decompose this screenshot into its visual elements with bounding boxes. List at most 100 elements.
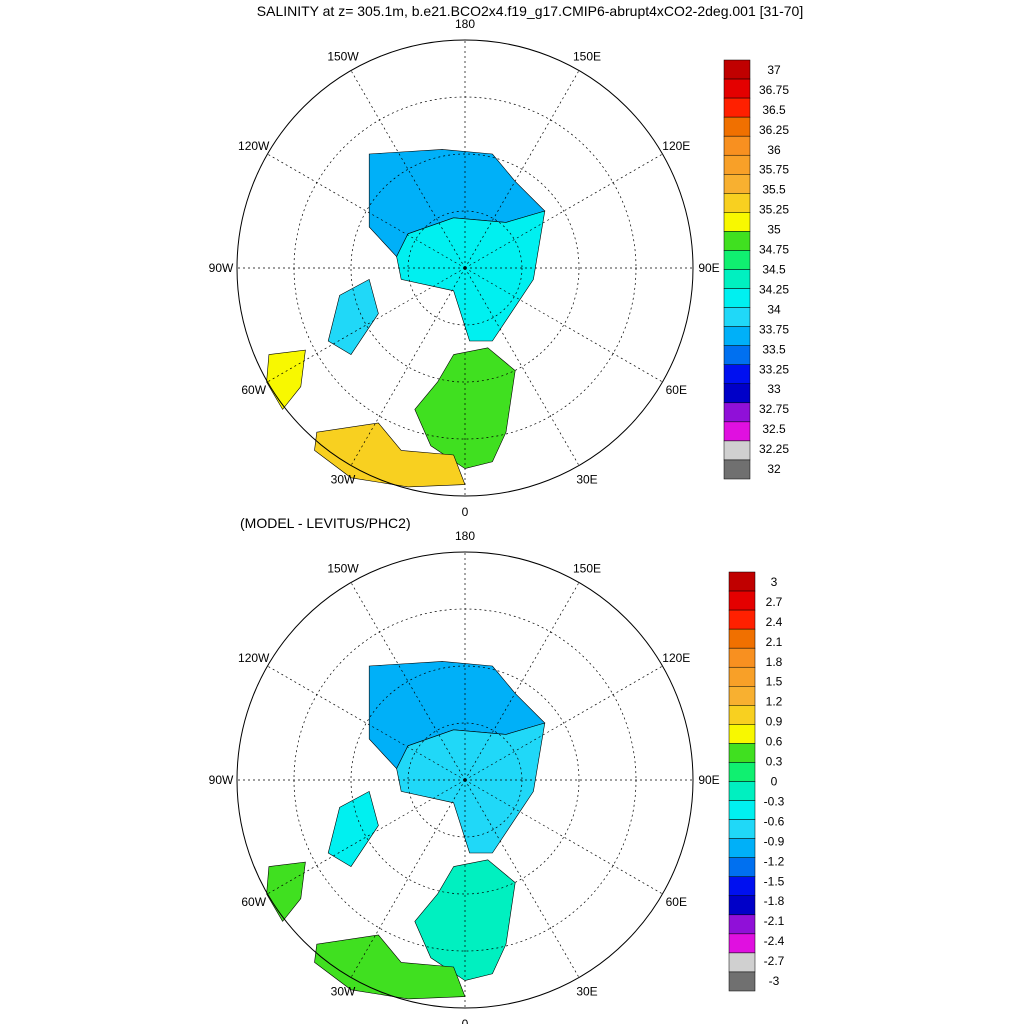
colorbar-label: 3 [771, 575, 778, 589]
colorbar-swatch [728, 590, 756, 611]
colorbar-swatch [728, 857, 756, 877]
colorbar-swatch [723, 174, 751, 194]
colorbar-label: -1.5 [764, 874, 785, 888]
colorbar-label: -0.9 [764, 834, 785, 848]
colorbar-label: 1.5 [766, 675, 783, 689]
colorbar-swatch [728, 933, 756, 954]
lon-label: 30W [331, 984, 356, 998]
colorbar-swatch [723, 440, 751, 461]
colorbar-label: 34.25 [759, 283, 789, 297]
colorbar-label: 33 [767, 382, 781, 396]
colorbar-label: 0.9 [766, 715, 783, 729]
lon-label: 120W [238, 139, 270, 153]
colorbar-swatch [728, 705, 756, 725]
lon-label: 60E [666, 895, 687, 909]
colorbar-label: 1.8 [766, 655, 783, 669]
region-baffin-bay [327, 278, 379, 356]
colorbar-swatch [723, 97, 751, 118]
colorbar-swatch [723, 250, 751, 270]
map-outline [236, 39, 694, 497]
map-outline [236, 551, 694, 1009]
colorbar-label: 2.4 [766, 615, 783, 629]
colorbar-label: 33.75 [759, 322, 789, 336]
colorbar-label: 36.75 [759, 83, 789, 97]
colorbar-swatch [728, 666, 756, 687]
panel-salinity: 180 150E 120E 90E 60E 30E 0 30W 60W 90W 120W 150W 37… [209, 17, 790, 519]
colorbar-swatch [723, 383, 751, 404]
lon-label: 150W [327, 50, 359, 64]
meridian [464, 267, 663, 383]
colorbar-swatch [723, 307, 751, 327]
meridian [464, 70, 580, 269]
colorbar-swatch [728, 724, 756, 744]
panel-difference: 180 150E 120E 90E 60E 30E 0 30W 60W 90W 120W 150W 3 2… [209, 529, 785, 1024]
colorbar-swatch [728, 914, 756, 935]
lon-label: 0 [462, 505, 469, 519]
lon-label: 60E [666, 383, 687, 397]
colorbar-label: 37 [767, 63, 781, 77]
region-eurasian-basin [396, 722, 546, 854]
lon-label: 90W [209, 773, 234, 787]
colorbar-label: 34.75 [759, 243, 789, 257]
lon-label: 120W [238, 651, 270, 665]
colorbar-label: -0.3 [764, 795, 785, 809]
colorbar-label: 32 [767, 462, 781, 476]
colorbar-label: 0 [771, 775, 778, 789]
region-labrador-sea [266, 349, 306, 410]
colorbar-label: 2.7 [766, 595, 783, 609]
region-baffin-bay [327, 790, 379, 868]
colorbar-swatch [728, 876, 756, 897]
colorbar-swatch [728, 971, 756, 992]
colorbar-label: 1.2 [766, 695, 783, 709]
colorbar-swatch [723, 326, 751, 346]
region-eurasian-basin [396, 210, 546, 342]
lon-label: 90E [698, 261, 719, 275]
colorbar-label: 36.5 [762, 103, 786, 117]
colorbar-swatch [728, 781, 756, 801]
colorbar-swatch [728, 686, 756, 706]
colorbar-swatch [723, 116, 751, 137]
colorbar-swatch [728, 952, 756, 973]
lon-label: 30W [331, 472, 356, 486]
colorbar-swatch [728, 609, 756, 630]
colorbar-swatch [723, 459, 751, 480]
colorbar-swatch [723, 78, 751, 99]
colorbar-label: 32.75 [759, 402, 789, 416]
lon-label: 150E [573, 562, 601, 576]
meridian [464, 153, 663, 269]
colorbar-swatch [723, 345, 751, 365]
lon-label: 150E [573, 50, 601, 64]
lon-label: 180 [455, 17, 475, 31]
colorbar-swatch [723, 59, 751, 80]
colorbar-swatch [723, 421, 751, 442]
meridian [267, 153, 466, 269]
colorbar-label: 0.3 [766, 755, 783, 769]
meridian [267, 779, 466, 895]
colorbar-swatch [723, 402, 751, 423]
colorbar-label: 36 [767, 143, 781, 157]
lon-label: 60W [241, 383, 266, 397]
colorbar-label: 36.25 [759, 123, 789, 137]
colorbar-swatch [728, 571, 756, 592]
colorbar-swatch [728, 762, 756, 782]
colorbar-label: 34 [767, 302, 781, 316]
colorbar-label: -0.6 [764, 814, 785, 828]
lat-circle [350, 153, 580, 383]
colorbar-label: 35.5 [762, 183, 786, 197]
main-title: SALINITY at z= 305.1m, b.e21.BCO2x4.f19_… [257, 3, 803, 19]
colorbar-swatch [728, 819, 756, 839]
colorbar-label: 33.25 [759, 362, 789, 376]
colorbar-label: -2.7 [764, 954, 785, 968]
lon-label: 30E [576, 472, 597, 486]
colorbar-swatch [723, 364, 751, 385]
meridian [464, 779, 580, 978]
colorbar-label: 35.75 [759, 163, 789, 177]
colorbar-label: 35 [767, 223, 781, 237]
colorbar-swatch [728, 628, 756, 649]
meridian [464, 779, 663, 895]
region-labrador-sea [266, 861, 306, 922]
lon-label: 60W [241, 895, 266, 909]
meridian [350, 779, 466, 978]
colorbar-swatch [728, 743, 756, 763]
